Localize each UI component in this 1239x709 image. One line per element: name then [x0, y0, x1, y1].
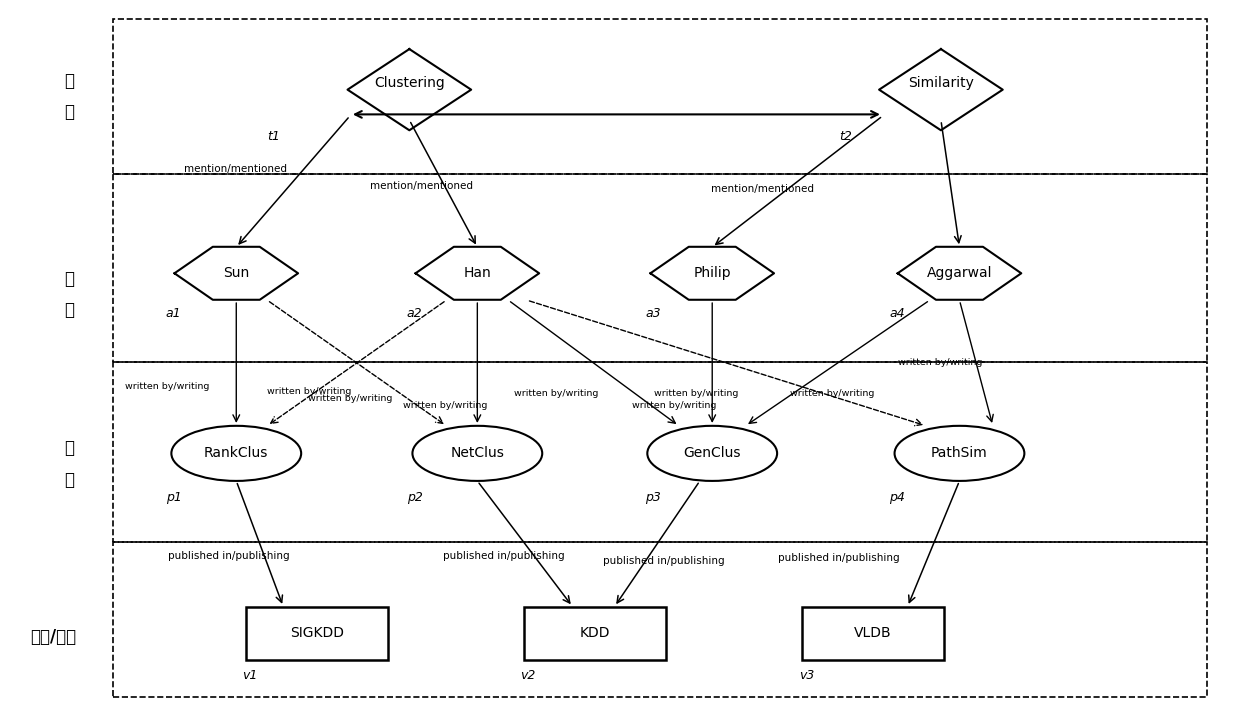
Text: v2: v2 — [520, 669, 536, 682]
Text: SIGKDD: SIGKDD — [290, 627, 343, 640]
Bar — [245, 607, 388, 660]
Text: Han: Han — [463, 267, 491, 280]
Text: Clustering: Clustering — [374, 76, 445, 89]
Text: KDD: KDD — [580, 627, 610, 640]
Text: VLDB: VLDB — [854, 627, 892, 640]
Text: 主: 主 — [64, 72, 74, 90]
Text: a2: a2 — [406, 307, 422, 320]
Text: published in/publishing: published in/publishing — [442, 551, 564, 561]
Text: a1: a1 — [166, 307, 181, 320]
Text: written by/writing: written by/writing — [632, 401, 716, 410]
Text: mention/mentioned: mention/mentioned — [369, 182, 473, 191]
Text: mention/mentioned: mention/mentioned — [711, 184, 814, 194]
Text: 文: 文 — [64, 471, 74, 489]
Text: a4: a4 — [890, 307, 904, 320]
Text: Aggarwal: Aggarwal — [927, 267, 992, 280]
Text: NetClus: NetClus — [451, 447, 504, 460]
Text: 题: 题 — [64, 104, 74, 121]
Text: p3: p3 — [646, 491, 662, 503]
Text: published in/publishing: published in/publishing — [169, 551, 290, 561]
Text: Sun: Sun — [223, 267, 249, 280]
Bar — [113, 19, 1207, 174]
Text: Similarity: Similarity — [908, 76, 974, 89]
Text: 会议/期刈: 会议/期刈 — [30, 628, 77, 646]
Text: mention/mentioned: mention/mentioned — [185, 164, 287, 174]
Text: written by/writing: written by/writing — [790, 389, 875, 398]
Text: GenClus: GenClus — [684, 447, 741, 460]
Text: RankClus: RankClus — [204, 447, 269, 460]
Text: written by/writing: written by/writing — [403, 401, 487, 410]
Text: written by/writing: written by/writing — [268, 386, 352, 396]
Bar — [113, 362, 1207, 542]
Text: written by/writing: written by/writing — [897, 359, 983, 367]
Text: 作: 作 — [64, 270, 74, 288]
Text: v3: v3 — [799, 669, 814, 682]
Text: p4: p4 — [890, 491, 904, 503]
Text: p1: p1 — [166, 491, 182, 503]
Text: 者: 者 — [64, 301, 74, 319]
Text: v1: v1 — [243, 669, 258, 682]
Text: 论: 论 — [64, 440, 74, 457]
Text: written by/writing: written by/writing — [514, 389, 598, 398]
Bar — [113, 174, 1207, 362]
Text: a3: a3 — [646, 307, 662, 320]
Bar — [524, 607, 665, 660]
Text: PathSim: PathSim — [930, 447, 987, 460]
Text: published in/publishing: published in/publishing — [603, 557, 725, 566]
Bar — [113, 542, 1207, 697]
Text: t1: t1 — [268, 130, 280, 143]
Bar — [802, 607, 944, 660]
Text: written by/writing: written by/writing — [309, 393, 393, 403]
Text: Philip: Philip — [694, 267, 731, 280]
Text: p2: p2 — [406, 491, 422, 503]
Text: written by/writing: written by/writing — [654, 389, 738, 398]
Text: t2: t2 — [840, 130, 852, 143]
Text: published in/publishing: published in/publishing — [778, 553, 900, 563]
Text: written by/writing: written by/writing — [125, 381, 209, 391]
